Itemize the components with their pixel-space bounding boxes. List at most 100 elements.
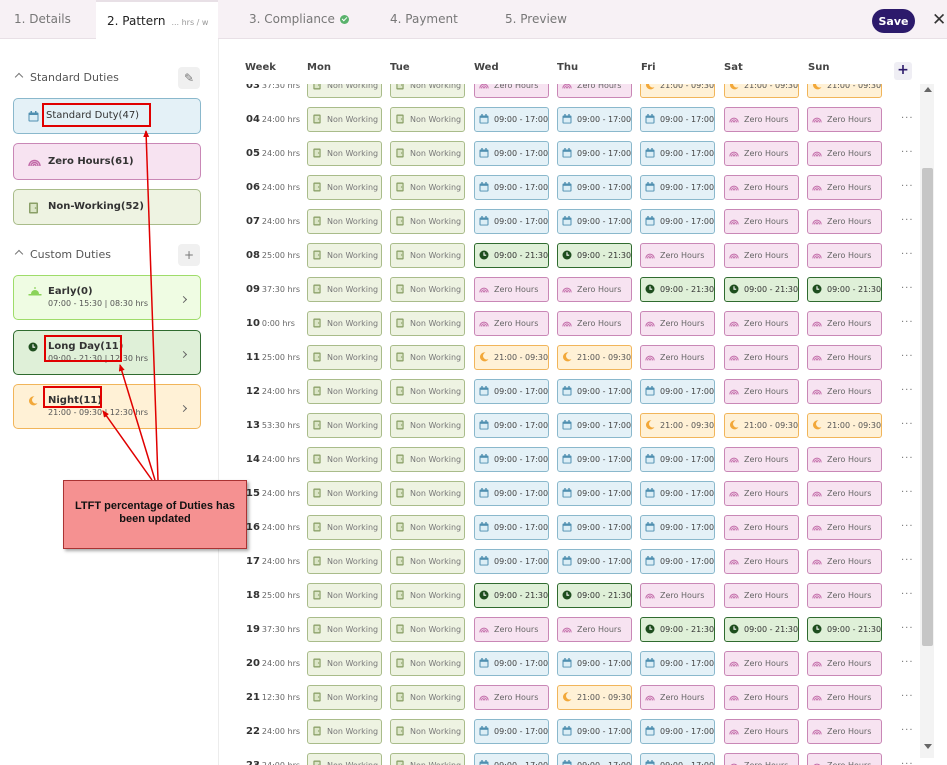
duty-cell[interactable]: Non Working — [390, 141, 465, 166]
duty-cell[interactable]: 21:00 - 09:30 — [640, 413, 715, 438]
duty-cell[interactable]: Non Working — [307, 84, 382, 98]
duty-cell[interactable]: 09:00 - 17:00 — [474, 175, 549, 200]
duty-cell[interactable]: 09:00 - 17:00 — [557, 753, 632, 765]
duty-cell[interactable]: Non Working — [307, 175, 382, 200]
duty-cell[interactable]: Zero Hours — [557, 277, 632, 302]
duty-cell[interactable]: Zero Hours — [640, 243, 715, 268]
duty-cell[interactable]: Non Working — [390, 209, 465, 234]
duty-cell[interactable]: Zero Hours — [724, 107, 799, 132]
duty-cell[interactable]: Zero Hours — [724, 141, 799, 166]
duty-cell[interactable]: 21:00 - 09:30 — [557, 345, 632, 370]
row-menu-icon[interactable]: ··· — [901, 283, 914, 294]
duty-cell[interactable]: Non Working — [307, 379, 382, 404]
duty-cell[interactable]: Non Working — [307, 685, 382, 710]
duty-cell[interactable]: 21:00 - 09:30 — [474, 345, 549, 370]
duty-cell[interactable]: Non Working — [390, 549, 465, 574]
duty-cell[interactable]: 09:00 - 17:00 — [474, 515, 549, 540]
duty-cell[interactable]: 09:00 - 17:00 — [557, 719, 632, 744]
duty-cell[interactable]: 09:00 - 17:00 — [474, 651, 549, 676]
duty-cell[interactable]: Non Working — [307, 107, 382, 132]
duty-cell[interactable]: 09:00 - 17:00 — [640, 447, 715, 472]
duty-cell[interactable]: Non Working — [390, 379, 465, 404]
row-menu-icon[interactable]: ··· — [901, 113, 914, 124]
duty-cell[interactable]: 09:00 - 21:30 — [640, 617, 715, 642]
duty-cell[interactable]: 09:00 - 17:00 — [557, 141, 632, 166]
duty-cell[interactable]: 09:00 - 21:30 — [807, 277, 882, 302]
duty-cell[interactable]: Zero Hours — [807, 583, 882, 608]
duty-cell[interactable]: Zero Hours — [807, 345, 882, 370]
duty-cell[interactable]: Zero Hours — [807, 379, 882, 404]
duty-cell[interactable]: 09:00 - 17:00 — [557, 481, 632, 506]
duty-cell[interactable]: 09:00 - 17:00 — [640, 719, 715, 744]
duty-cell[interactable]: 21:00 - 09:30 — [724, 413, 799, 438]
duty-cell[interactable]: Zero Hours — [474, 685, 549, 710]
duty-cell[interactable]: 09:00 - 21:30 — [474, 583, 549, 608]
duty-cell[interactable]: 09:00 - 17:00 — [640, 141, 715, 166]
duty-cell[interactable]: Zero Hours — [724, 311, 799, 336]
duty-card-zero-hours[interactable]: Zero Hours(61) — [13, 143, 201, 180]
duty-cell[interactable]: Zero Hours — [807, 549, 882, 574]
duty-cell[interactable]: Non Working — [307, 481, 382, 506]
duty-cell[interactable]: Zero Hours — [807, 311, 882, 336]
duty-cell[interactable]: 09:00 - 17:00 — [640, 209, 715, 234]
row-menu-icon[interactable]: ··· — [901, 453, 914, 464]
duty-cell[interactable]: Non Working — [390, 753, 465, 765]
duty-cell[interactable]: Zero Hours — [640, 311, 715, 336]
duty-cell[interactable]: 09:00 - 21:30 — [640, 277, 715, 302]
duty-cell[interactable]: 09:00 - 17:00 — [557, 651, 632, 676]
duty-cell[interactable]: Non Working — [390, 583, 465, 608]
duty-cell[interactable]: 09:00 - 17:00 — [640, 753, 715, 765]
duty-cell[interactable]: 09:00 - 17:00 — [640, 515, 715, 540]
duty-cell[interactable]: Non Working — [307, 209, 382, 234]
duty-cell[interactable]: Zero Hours — [724, 243, 799, 268]
duty-cell[interactable]: Zero Hours — [807, 651, 882, 676]
duty-cell[interactable]: Non Working — [307, 345, 382, 370]
duty-cell[interactable]: Zero Hours — [724, 753, 799, 765]
duty-cell[interactable]: Zero Hours — [724, 481, 799, 506]
duty-cell[interactable]: Non Working — [390, 413, 465, 438]
duty-cell[interactable]: Non Working — [390, 447, 465, 472]
duty-card-night[interactable]: Night(11) 21:00 - 09:30 | 12:30 hrs — [13, 384, 201, 429]
duty-cell[interactable]: 09:00 - 17:00 — [557, 549, 632, 574]
scroll-down-arrow-icon[interactable] — [924, 744, 932, 749]
duty-cell[interactable]: Zero Hours — [807, 141, 882, 166]
duty-cell[interactable]: Zero Hours — [724, 447, 799, 472]
save-button[interactable]: Save — [872, 9, 915, 33]
duty-card-early[interactable]: Early(0) 07:00 - 15:30 | 08:30 hrs — [13, 275, 201, 320]
row-menu-icon[interactable]: ··· — [901, 589, 914, 600]
row-menu-icon[interactable]: ··· — [901, 215, 914, 226]
duty-cell[interactable]: 09:00 - 21:30 — [724, 277, 799, 302]
scrollbar-thumb[interactable] — [922, 168, 933, 646]
duty-cell[interactable]: Non Working — [390, 175, 465, 200]
duty-cell[interactable]: 09:00 - 17:00 — [474, 413, 549, 438]
duty-cell[interactable]: Zero Hours — [474, 311, 549, 336]
duty-cell[interactable]: 21:00 - 09:30 — [807, 84, 882, 98]
duty-cell[interactable]: 09:00 - 17:00 — [474, 549, 549, 574]
row-menu-icon[interactable]: ··· — [901, 521, 914, 532]
scroll-up-arrow-icon[interactable] — [924, 87, 932, 92]
duty-cell[interactable]: 21:00 - 09:30 — [724, 84, 799, 98]
duty-cell[interactable]: Zero Hours — [640, 685, 715, 710]
row-menu-icon[interactable]: ··· — [901, 759, 914, 765]
duty-cell[interactable]: Zero Hours — [557, 84, 632, 98]
duty-cell[interactable]: Non Working — [390, 481, 465, 506]
duty-cell[interactable]: 09:00 - 17:00 — [640, 481, 715, 506]
duty-cell[interactable]: Non Working — [390, 617, 465, 642]
duty-cell[interactable]: Non Working — [390, 311, 465, 336]
duty-cell[interactable]: 09:00 - 17:00 — [557, 515, 632, 540]
duty-cell[interactable]: 09:00 - 17:00 — [474, 107, 549, 132]
duty-cell[interactable]: 09:00 - 17:00 — [557, 447, 632, 472]
row-menu-icon[interactable]: ··· — [901, 249, 914, 260]
row-menu-icon[interactable]: ··· — [901, 691, 914, 702]
duty-cell[interactable]: Non Working — [307, 549, 382, 574]
duty-cell[interactable]: Zero Hours — [807, 243, 882, 268]
duty-cell[interactable]: 21:00 - 09:30 — [807, 413, 882, 438]
duty-cell[interactable]: 09:00 - 17:00 — [474, 481, 549, 506]
duty-cell[interactable]: Zero Hours — [724, 345, 799, 370]
duty-cell[interactable]: Zero Hours — [807, 685, 882, 710]
duty-cell[interactable]: Zero Hours — [724, 515, 799, 540]
duty-cell[interactable]: Non Working — [390, 515, 465, 540]
tab-details[interactable]: 1. Details — [14, 12, 71, 26]
tab-compliance[interactable]: 3. Compliance — [249, 0, 349, 39]
duty-cell[interactable]: 09:00 - 17:00 — [640, 549, 715, 574]
